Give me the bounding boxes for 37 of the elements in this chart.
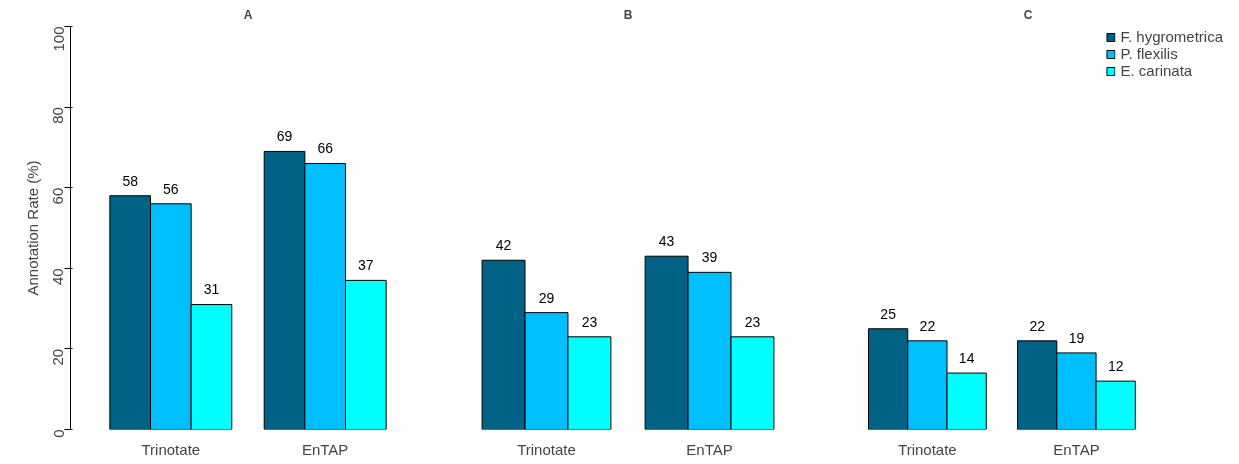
data-label: 43 [658,233,675,250]
y-tick-label: 40 [49,268,67,285]
data-label: 22 [1029,317,1046,334]
data-label: 58 [122,172,139,189]
data-label: 14 [958,350,975,367]
y-tick-label: 80 [49,107,67,124]
y-tick-label: 100 [49,26,67,52]
x-tick-label: Trinotate [517,440,576,458]
data-label: 25 [880,305,897,322]
x-tick-label: EnTAP [686,440,733,458]
x-tick-label: EnTAP [1053,440,1100,458]
data-label: 42 [495,237,512,254]
y-tick-label: 20 [49,348,67,366]
chart-title: A [243,7,253,22]
x-tick-label: EnTAP [301,440,349,458]
data-label: 66 [317,140,334,157]
data-label: 37 [358,257,374,274]
data-label: 56 [163,180,179,197]
data-label: 31 [203,281,220,298]
data-label: 39 [701,249,718,266]
data-label: 22 [919,317,936,334]
data-label: 29 [538,289,555,306]
data-label: 19 [1068,329,1085,346]
legend-label: E. carinata [1120,62,1193,79]
chart-title: B [623,7,633,22]
y-axis-title: Annotation Rate (%) [23,160,41,296]
data-label: 23 [581,313,598,330]
y-tick-label: 0 [49,429,67,438]
x-tick-label: Trinotate [898,440,957,458]
legend-label: F. hygrometrica [1120,28,1223,45]
x-tick-label: Trinotate [141,440,201,458]
data-label: 23 [744,313,761,330]
y-tick-label: 60 [49,187,67,205]
chart-title: C [1023,7,1033,22]
data-label: 69 [276,128,293,145]
legend-label: P. flexilis [1120,45,1178,62]
data-label: 12 [1107,358,1124,375]
